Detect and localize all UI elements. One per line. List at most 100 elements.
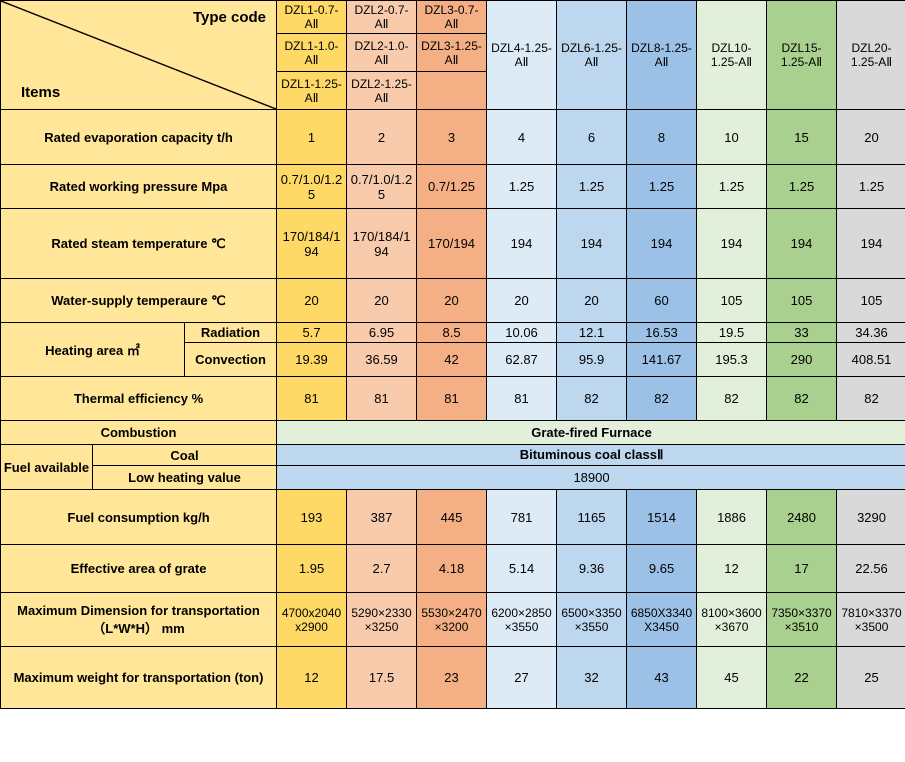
eff-cell: 81 (487, 377, 557, 421)
cons-cell: 193 (277, 490, 347, 545)
cons-cell: 781 (487, 490, 557, 545)
grate-cell: 9.36 (557, 545, 627, 593)
weight-label: Maximum weight for transportation (ton) (1, 647, 277, 709)
eff-cell: 81 (277, 377, 347, 421)
radiation-cell: 16.53 (627, 323, 697, 343)
steam-label: Rated steam temperature ℃ (1, 209, 277, 279)
press-cell: 1.25 (627, 165, 697, 209)
convection-cell: 19.39 (277, 343, 347, 377)
eff-cell: 82 (767, 377, 837, 421)
press-cell: 0.7/1.0/1.25 (347, 165, 417, 209)
eff-cell: 82 (837, 377, 905, 421)
evap-label: Rated evaporation capacity t/h (1, 110, 277, 165)
water-cell: 20 (417, 279, 487, 323)
convection-cell: 62.87 (487, 343, 557, 377)
weight-cell: 27 (487, 647, 557, 709)
coal-value: Bituminous coal classⅡ (277, 445, 905, 466)
evap-cell: 3 (417, 110, 487, 165)
eff-cell: 82 (697, 377, 767, 421)
radiation-cell: 8.5 (417, 323, 487, 343)
lhv-label: Low heating value (93, 466, 277, 490)
convection-cell: 141.67 (627, 343, 697, 377)
evap-cell: 1 (277, 110, 347, 165)
col-header: DZL1-1.25-AⅡ (277, 72, 347, 110)
col-header: DZL15-1.25-AⅡ (767, 1, 837, 110)
evap-cell: 2 (347, 110, 417, 165)
col-header: DZL3-0.7-AⅡ (417, 1, 487, 34)
dim-cell: 7810×3370×3500 (837, 593, 905, 647)
col-header: DZL4-1.25-AⅡ (487, 1, 557, 110)
grate-cell: 12 (697, 545, 767, 593)
water-cell: 60 (627, 279, 697, 323)
evap-cell: 4 (487, 110, 557, 165)
grate-cell: 22.56 (837, 545, 905, 593)
dim-cell: 8100×3600×3670 (697, 593, 767, 647)
radiation-label: Radiation (185, 323, 277, 343)
col-header: DZL2-0.7-AⅡ (347, 1, 417, 34)
convection-cell: 290 (767, 343, 837, 377)
cons-cell: 1514 (627, 490, 697, 545)
radiation-cell: 5.7 (277, 323, 347, 343)
press-cell: 1.25 (557, 165, 627, 209)
grate-cell: 1.95 (277, 545, 347, 593)
steam-cell: 194 (487, 209, 557, 279)
evap-cell: 8 (627, 110, 697, 165)
steam-cell: 194 (837, 209, 905, 279)
items-label: Items (21, 84, 60, 101)
radiation-cell: 33 (767, 323, 837, 343)
press-label: Rated working pressure Mpa (1, 165, 277, 209)
steam-cell: 194 (767, 209, 837, 279)
water-cell: 20 (557, 279, 627, 323)
fuel-label: Fuel available (1, 445, 93, 490)
press-cell: 0.7/1.0/1.25 (277, 165, 347, 209)
press-cell: 1.25 (767, 165, 837, 209)
water-cell: 105 (697, 279, 767, 323)
col-header: DZL1-0.7-AⅡ (277, 1, 347, 34)
cons-cell: 387 (347, 490, 417, 545)
dim-cell: 7350×3370×3510 (767, 593, 837, 647)
cons-cell: 2480 (767, 490, 837, 545)
grate-cell: 9.65 (627, 545, 697, 593)
weight-cell: 22 (767, 647, 837, 709)
combustion-value: Grate-fired Furnace (277, 421, 905, 445)
coal-label: Coal (93, 445, 277, 466)
cons-cell: 445 (417, 490, 487, 545)
convection-cell: 36.59 (347, 343, 417, 377)
convection-label: Convection (185, 343, 277, 377)
evap-cell: 6 (557, 110, 627, 165)
evap-cell: 15 (767, 110, 837, 165)
col-header: DZL3-1.25-AⅡ (417, 34, 487, 72)
eff-cell: 82 (557, 377, 627, 421)
grate-cell: 17 (767, 545, 837, 593)
evap-cell: 10 (697, 110, 767, 165)
type-code-label: Type code (193, 9, 266, 26)
combustion-label: Combustion (1, 421, 277, 445)
cons-cell: 1165 (557, 490, 627, 545)
steam-cell: 170/184/194 (277, 209, 347, 279)
press-cell: 1.25 (837, 165, 905, 209)
press-cell: 0.7/1.25 (417, 165, 487, 209)
weight-cell: 12 (277, 647, 347, 709)
lhv-value: 18900 (277, 466, 905, 490)
radiation-cell: 34.36 (837, 323, 905, 343)
col-header: DZL6-1.25-AⅡ (557, 1, 627, 110)
dim-cell: 4700x2040x2900 (277, 593, 347, 647)
dim-cell: 5530×2470×3200 (417, 593, 487, 647)
steam-cell: 170/194 (417, 209, 487, 279)
header-diagonal: Type code Items (1, 1, 277, 110)
steam-cell: 194 (697, 209, 767, 279)
steam-cell: 194 (627, 209, 697, 279)
steam-cell: 194 (557, 209, 627, 279)
weight-cell: 25 (837, 647, 905, 709)
grate-cell: 5.14 (487, 545, 557, 593)
convection-cell: 408.51 (837, 343, 905, 377)
steam-cell: 170/184/194 (347, 209, 417, 279)
convection-cell: 42 (417, 343, 487, 377)
eff-cell: 82 (627, 377, 697, 421)
dim-cell: 6850X3340X3450 (627, 593, 697, 647)
dim-cell: 6500×3350×3550 (557, 593, 627, 647)
water-label: Water-supply temperaure ℃ (1, 279, 277, 323)
evap-cell: 20 (837, 110, 905, 165)
col-header: DZL2-1.0-AⅡ (347, 34, 417, 72)
eff-cell: 81 (347, 377, 417, 421)
